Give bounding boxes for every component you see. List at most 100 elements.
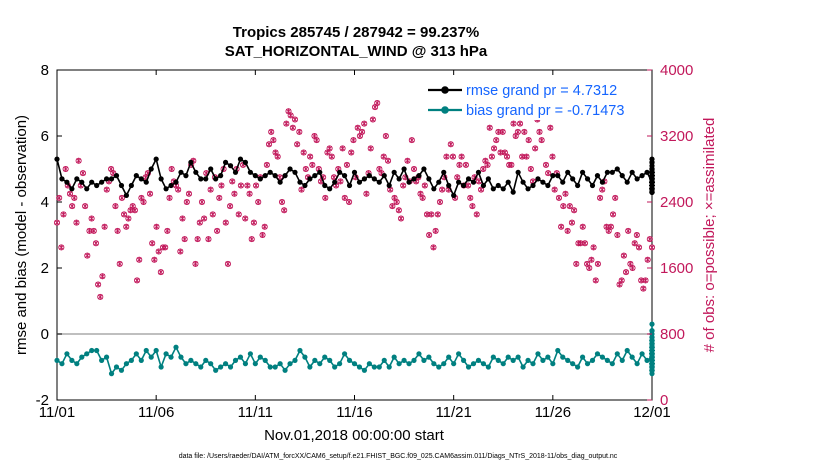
obs-assimilated-point: [498, 149, 504, 156]
obs-assimilated-point: [489, 153, 495, 160]
obs-assimilated-point: [363, 190, 369, 197]
rmse-series: [54, 156, 655, 198]
obs-assimilated-point: [588, 256, 594, 263]
obs-assimilated-point: [292, 116, 298, 123]
rmse-point: [237, 156, 244, 162]
right-y-tick-label: 800: [660, 326, 685, 343]
obs-assimilated-point: [500, 129, 506, 135]
obs-assimilated-point: [329, 153, 335, 160]
obs-assimilated-point: [210, 211, 216, 218]
obs-assimilated-point: [104, 186, 110, 193]
obs-assimilated-point: [97, 294, 103, 300]
bias-point: [411, 357, 417, 363]
obs-assimilated-point: [476, 178, 482, 185]
obs-assimilated-point: [426, 232, 432, 238]
obs-assimilated-point: [450, 153, 456, 160]
obs-assimilated-point: [420, 195, 426, 201]
rmse-point: [604, 169, 610, 175]
rmse-point: [163, 186, 169, 192]
obs-assimilated-point: [411, 166, 417, 172]
bias-point: [490, 354, 496, 360]
obs-assimilated-point: [54, 219, 60, 226]
rmse-point: [317, 169, 323, 175]
obs-assimilated-point: [463, 162, 469, 168]
bias-point: [381, 357, 387, 363]
y-tick-label: 6: [41, 128, 49, 145]
bias-point: [545, 354, 551, 360]
obs-assimilated-point: [151, 256, 157, 263]
obs-assimilated-point: [340, 145, 346, 152]
obs-assimilated-point: [400, 182, 406, 189]
x-tick-label: 11/01: [39, 404, 75, 421]
rmse-point: [555, 173, 561, 179]
y-tick-label: -2: [36, 392, 49, 409]
rmse-point: [381, 173, 387, 179]
obs-assimilated-point: [623, 269, 629, 275]
obs-assimilated-point: [309, 162, 315, 168]
bias-point: [133, 351, 139, 357]
bias-point: [639, 351, 645, 357]
rmse-point: [64, 179, 70, 185]
bias-point: [515, 354, 521, 360]
obs-assimilated-point: [303, 166, 309, 172]
rmse-point: [203, 176, 209, 182]
rmse-point: [371, 176, 377, 182]
bias-point: [475, 357, 482, 363]
bias-point: [634, 361, 640, 367]
rmse-point: [341, 173, 348, 179]
bias-point: [361, 367, 368, 373]
obs-assimilated-point: [437, 199, 443, 205]
obs-assimilated-point: [93, 240, 99, 247]
bias-point: [565, 357, 571, 363]
bias-point: [59, 361, 65, 367]
bias-point: [346, 357, 353, 363]
bias-point: [386, 364, 392, 370]
rmse-point: [302, 182, 308, 189]
rmse-point: [386, 182, 392, 189]
rmse-point: [575, 182, 581, 189]
rmse-point: [560, 179, 566, 185]
bias-point: [525, 357, 531, 363]
obs-assimilated-point: [459, 153, 465, 160]
obs-assimilated-point: [223, 219, 229, 226]
rmse-point: [644, 169, 650, 175]
rmse-point: [411, 176, 417, 182]
bias-point: [649, 328, 655, 334]
rmse-point: [451, 192, 457, 198]
bias-point: [332, 364, 338, 370]
obs-assimilated-point: [586, 265, 592, 271]
obs-assimilated-point: [270, 137, 276, 143]
obs-assimilated-point: [298, 186, 305, 193]
obs-assimilated-point: [164, 228, 170, 234]
bias-point: [198, 364, 204, 370]
rmse-point: [193, 169, 199, 175]
obs-assimilated-point: [214, 228, 220, 234]
rmse-point: [113, 173, 120, 179]
rmse-point: [376, 179, 382, 185]
rmse-point: [441, 169, 447, 175]
obs-assimilated-point: [469, 203, 475, 209]
obs-assimilated-point: [249, 236, 255, 242]
rmse-point: [475, 169, 482, 175]
obs-assimilated-point: [578, 240, 584, 247]
obs-assimilated-point: [549, 153, 555, 160]
obs-assimilated-point: [154, 223, 160, 230]
obs-assimilated-point: [186, 190, 192, 197]
obs-assimilated-point: [543, 162, 549, 168]
bias-point: [237, 354, 244, 360]
bias-point: [89, 347, 95, 354]
obs-assimilated-point: [344, 162, 350, 168]
rmse-point: [570, 176, 576, 182]
bias-point: [570, 361, 576, 367]
rmse-point: [232, 169, 239, 175]
obs-assimilated-point: [156, 248, 162, 255]
rmse-point: [609, 169, 615, 175]
right-y-tick-label: 1600: [660, 260, 693, 277]
obs-layer: [53, 99, 656, 300]
obs-assimilated-point: [532, 145, 538, 152]
rmse-point: [287, 166, 293, 172]
right-y-tick-label: 3200: [660, 128, 693, 145]
obs-assimilated-point: [236, 211, 242, 218]
bias-point: [322, 354, 328, 360]
obs-assimilated-point: [123, 223, 129, 230]
